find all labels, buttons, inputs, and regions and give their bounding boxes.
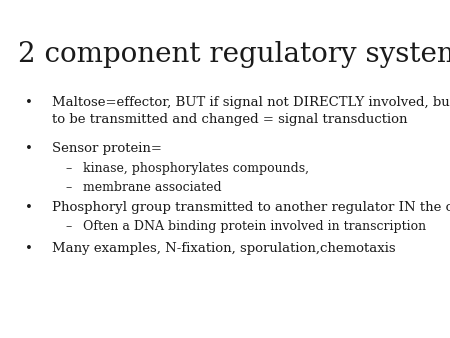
Text: Sensor protein=: Sensor protein= — [52, 142, 162, 155]
Text: •: • — [25, 142, 32, 155]
Text: –: – — [65, 181, 72, 194]
Text: –: – — [65, 162, 72, 175]
Text: •: • — [25, 201, 32, 214]
Text: •: • — [25, 96, 32, 109]
Text: 2 component regulatory systems: 2 component regulatory systems — [18, 41, 450, 68]
Text: kinase, phosphorylates compounds,: kinase, phosphorylates compounds, — [83, 162, 309, 175]
Text: •: • — [25, 242, 32, 255]
Text: Phosphoryl group transmitted to another regulator IN the cell: Phosphoryl group transmitted to another … — [52, 201, 450, 214]
Text: Often a DNA binding protein involved in transcription: Often a DNA binding protein involved in … — [83, 220, 427, 233]
Text: –: – — [65, 220, 72, 233]
Text: membrane associated: membrane associated — [83, 181, 222, 194]
Text: Maltose=effector, BUT if signal not DIRECTLY involved, but needs
to be transmitt: Maltose=effector, BUT if signal not DIRE… — [52, 96, 450, 126]
Text: Many examples, N-fixation, sporulation,chemotaxis: Many examples, N-fixation, sporulation,c… — [52, 242, 396, 255]
